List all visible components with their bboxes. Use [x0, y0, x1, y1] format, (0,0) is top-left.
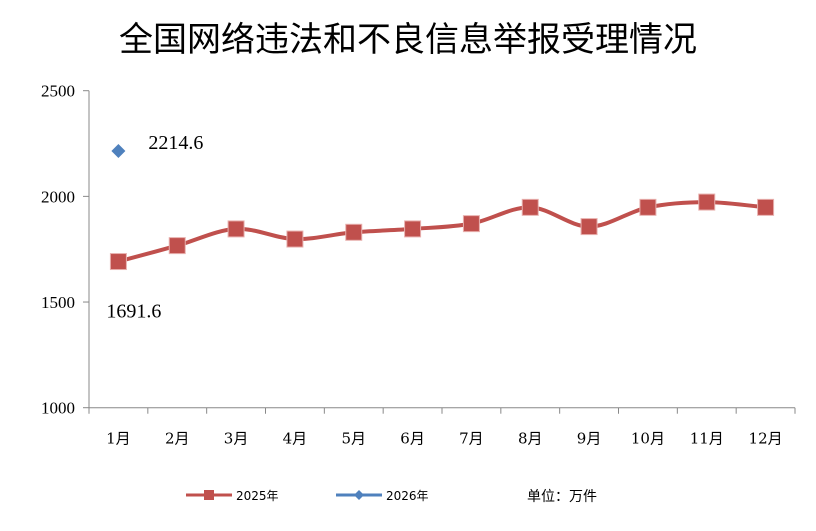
y-tick-label: 2500 — [41, 82, 75, 101]
y-tick-label: 1500 — [41, 293, 75, 312]
data-point — [286, 230, 304, 248]
data-point — [109, 253, 127, 271]
x-tick-label: 8月 — [518, 430, 543, 448]
x-tick-label: 5月 — [341, 430, 366, 448]
x-tick-label: 4月 — [283, 430, 308, 448]
data-point — [521, 198, 539, 216]
data-point — [580, 218, 598, 236]
data-point — [404, 220, 422, 238]
x-tick-label: 7月 — [459, 430, 484, 448]
x-tick-label: 9月 — [577, 430, 602, 448]
series-line — [117, 200, 766, 264]
legend-label: 2026年 — [386, 489, 429, 503]
x-tick-label: 10月 — [631, 430, 665, 448]
y-tick-label: 2000 — [41, 187, 75, 206]
x-tick-label: 1月 — [106, 430, 131, 448]
x-tick-label: 2月 — [165, 430, 190, 448]
legend-marker — [204, 490, 214, 500]
chart-title: 全国网络违法和不良信息举报受理情况 — [119, 20, 697, 60]
data-label: 1691.6 — [106, 301, 161, 323]
x-tick-label: 11月 — [690, 430, 724, 448]
legend-marker — [354, 490, 364, 500]
x-tick-label: 6月 — [400, 430, 425, 448]
y-tick-label: 1000 — [41, 399, 75, 418]
data-label: 2214.6 — [148, 132, 203, 154]
legend-label: 2025年 — [236, 489, 279, 503]
data-point — [111, 144, 126, 159]
x-tick-label: 3月 — [224, 430, 249, 448]
x-tick-label: 12月 — [749, 430, 783, 448]
data-point — [462, 215, 480, 233]
data-point — [757, 198, 775, 216]
data-point — [698, 193, 716, 211]
data-point — [345, 223, 363, 241]
data-point — [168, 237, 186, 255]
unit-label: 单位：万件 — [527, 489, 597, 505]
data-point — [639, 198, 657, 216]
data-point — [227, 220, 245, 238]
